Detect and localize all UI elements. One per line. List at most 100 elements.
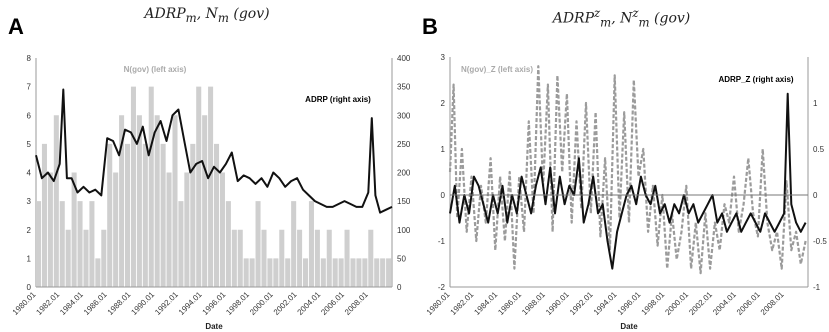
- bar-point: [386, 258, 392, 287]
- x-tick-label: 1984.01: [58, 290, 85, 317]
- panel-label-b: B: [422, 14, 438, 39]
- y-right-tick-label: 300: [397, 111, 411, 120]
- bar-point: [184, 172, 190, 287]
- x-tick-label: 2002.01: [687, 290, 714, 317]
- bar-point: [261, 229, 267, 287]
- bar-point: [308, 201, 314, 287]
- bar-point: [142, 143, 148, 287]
- bar-point: [255, 201, 261, 287]
- x-axis-title: Date: [620, 322, 638, 331]
- bar-point: [154, 115, 160, 287]
- x-tick-label: 1984.01: [472, 290, 499, 317]
- bar-point: [267, 258, 273, 287]
- bar-point: [65, 229, 71, 287]
- y-left-tick-label: 7: [27, 83, 32, 92]
- bar-point: [196, 86, 202, 287]
- panel-title-b: ADRPzm, Nzm (gov): [552, 6, 691, 30]
- bar-point: [225, 201, 231, 287]
- y-right-tick-label: 200: [397, 169, 411, 178]
- annotation-right-series: ADRP_Z (right axis): [718, 75, 793, 84]
- y-left-tick-label: -1: [438, 237, 446, 246]
- bar-point: [350, 258, 356, 287]
- bar-point: [77, 201, 83, 287]
- bar-point: [95, 258, 101, 287]
- bar-point: [320, 258, 326, 287]
- x-tick-label: 1986.01: [496, 290, 523, 317]
- bar-point: [356, 258, 362, 287]
- bar-point: [160, 143, 166, 287]
- bar-point: [243, 258, 249, 287]
- panel-b: B ADRPzm, Nzm (gov) -2 -1 0 1 2 3 -1 -0.5 0 0.5 1 1…: [414, 0, 829, 332]
- y-right-tick-label: 400: [397, 54, 411, 63]
- bar-point: [119, 115, 125, 287]
- x-tick-label: 2004.01: [711, 290, 738, 317]
- bar-point: [148, 86, 154, 287]
- series-1-line: [449, 92, 807, 270]
- bar-point: [125, 143, 131, 287]
- bar-point: [214, 143, 220, 287]
- bar-point: [166, 172, 172, 287]
- y-left-tick-label: 2: [27, 226, 32, 235]
- bar-point: [344, 229, 350, 287]
- bar-point: [53, 115, 59, 287]
- y-right-tick-label: 0: [813, 191, 818, 200]
- x-tick-label: 1980.01: [11, 290, 38, 317]
- y-right-tick-label: 1: [813, 99, 818, 108]
- y-right-tick-label: 50: [397, 254, 406, 263]
- y-right-tick-label: 150: [397, 197, 411, 206]
- y-right-tick-label: 0: [397, 283, 402, 292]
- x-tick-label: 1996.01: [201, 290, 228, 317]
- x-tick-label: 1982.01: [449, 290, 476, 317]
- bar-point: [332, 258, 338, 287]
- bar-point: [303, 258, 309, 287]
- chart-b-canvas: -2 -1 0 1 2 3 -1 -0.5 0 0.5 1 1980.011982.011984.01…: [425, 53, 828, 331]
- series-0-bars: [36, 86, 392, 287]
- x-tick-label: 2000.01: [248, 290, 275, 317]
- y-left-tick-label: 5: [27, 140, 32, 149]
- x-tick-label: 2000.01: [663, 290, 690, 317]
- bar-point: [231, 229, 237, 287]
- bar-point: [136, 115, 142, 287]
- bar-point: [285, 258, 291, 287]
- annotation-left-series: N(gov)_Z (left axis): [461, 65, 533, 74]
- y-left-tick-label: 6: [27, 111, 32, 120]
- bar-point: [178, 201, 184, 287]
- x-tick-label: 1990.01: [129, 290, 156, 317]
- x-tick-label: 1980.01: [425, 290, 452, 317]
- bar-point: [36, 201, 42, 287]
- x-tick-label: 2002.01: [272, 290, 299, 317]
- bar-point: [107, 143, 113, 287]
- x-tick-label: 1994.01: [177, 290, 204, 317]
- y-left-tick-label: 3: [27, 197, 32, 206]
- y-left-tick-label: 0: [441, 191, 446, 200]
- x-tick-label: 2008.01: [343, 290, 370, 317]
- bar-point: [130, 86, 136, 287]
- panel-title-a: ADRPm, Nm (gov): [144, 6, 270, 25]
- y-left-tick-label: 1: [27, 254, 32, 263]
- y-right-tick-label: 350: [397, 83, 411, 92]
- y-right-tick-label: -0.5: [813, 237, 827, 246]
- x-tick-label: 1988.01: [520, 290, 547, 317]
- y-left-tick-label: 2: [441, 99, 446, 108]
- bar-point: [291, 201, 297, 287]
- bar-point: [41, 143, 47, 287]
- bar-point: [374, 258, 380, 287]
- x-tick-label: 2008.01: [759, 290, 786, 317]
- x-tick-label: 1998.01: [224, 290, 251, 317]
- x-tick-label: 2004.01: [296, 290, 323, 317]
- bar-point: [59, 201, 65, 287]
- bar-point: [380, 258, 386, 287]
- x-axis-title: Date: [205, 322, 223, 331]
- x-tick-label: 1990.01: [544, 290, 571, 317]
- bar-point: [219, 172, 225, 287]
- panel-a: A ADRPm, Nm (gov) 0 1 2 3 4 5 6 7 8 0 50 100 150 200 2…: [0, 0, 414, 332]
- y-left-tick-label: 3: [441, 53, 446, 62]
- chart-a-canvas: 0 1 2 3 4 5 6 7 8 0 50 100 150 200 250 300 350 400 1980.01…: [11, 54, 411, 331]
- bar-point: [237, 229, 243, 287]
- series-1-line: [35, 88, 393, 214]
- y-left-tick-label: 8: [27, 54, 32, 63]
- bar-point: [83, 229, 89, 287]
- x-tick-label: 1986.01: [82, 290, 109, 317]
- bar-point: [172, 115, 178, 287]
- bar-point: [249, 258, 255, 287]
